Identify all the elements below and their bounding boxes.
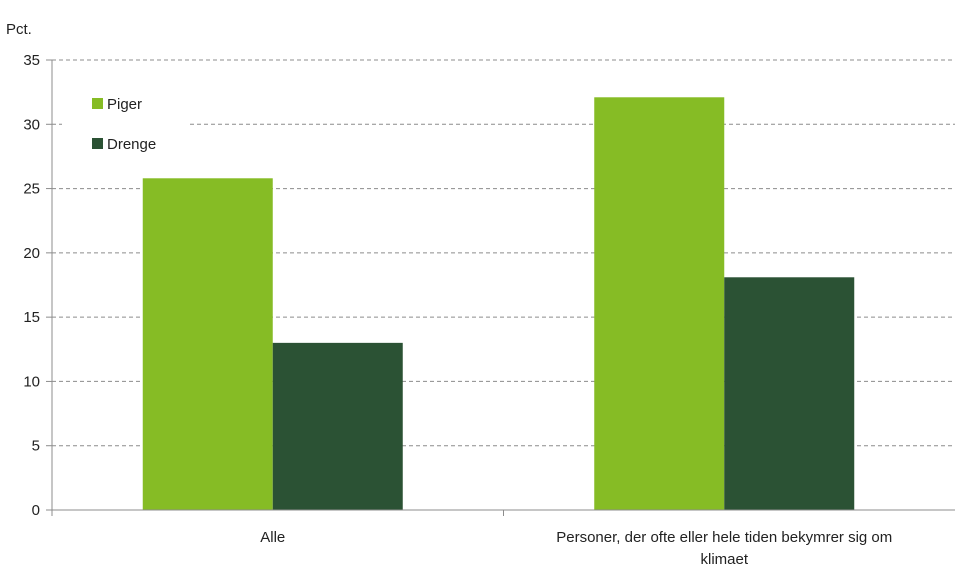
y-tick-label: 5 xyxy=(32,438,40,455)
legend-swatch-piger xyxy=(92,98,103,109)
y-axis-unit-label: Pct. xyxy=(6,21,32,38)
bar-drenge-0 xyxy=(272,342,403,510)
y-tick-label: 25 xyxy=(23,181,40,198)
x-category-label: Personer, der ofte eller hele tiden beky… xyxy=(556,529,892,546)
legend: Piger Drenge xyxy=(92,96,156,153)
y-tick-label: 20 xyxy=(23,245,40,262)
y-axis-ticks: 0 5 10 15 20 25 30 35 xyxy=(23,52,52,519)
y-tick-label: 30 xyxy=(23,116,40,133)
x-category-label: klimaet xyxy=(700,551,748,568)
bar-piger-1 xyxy=(594,97,725,511)
legend-label-drenge: Drenge xyxy=(107,136,156,153)
legend-label-piger: Piger xyxy=(107,96,142,113)
y-tick-label: 35 xyxy=(23,52,40,69)
y-tick-label: 10 xyxy=(23,373,40,390)
y-tick-label: 15 xyxy=(23,309,40,326)
legend-swatch-drenge xyxy=(92,138,103,149)
bar-drenge-1 xyxy=(724,277,855,510)
category-labels: Alle Personer, der ofte eller hele tiden … xyxy=(260,529,892,568)
x-category-label: Alle xyxy=(260,529,285,546)
y-tick-label: 0 xyxy=(32,502,40,519)
x-axis xyxy=(51,60,955,516)
bars xyxy=(142,97,855,511)
bar-piger-0 xyxy=(142,178,273,511)
